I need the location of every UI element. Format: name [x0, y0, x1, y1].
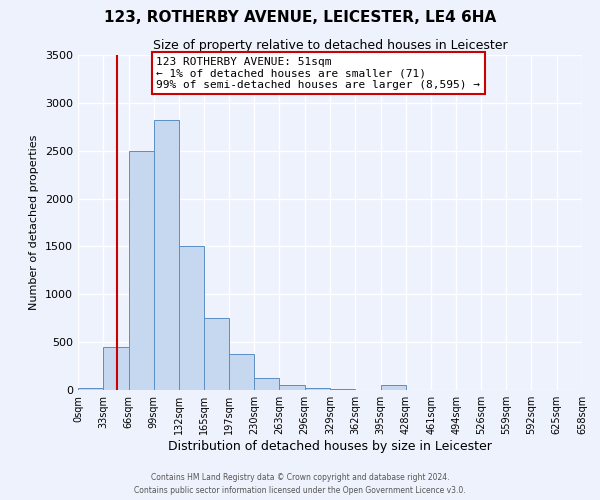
Bar [128, 150, 154, 390]
Bar [254, 378, 280, 390]
X-axis label: Distribution of detached houses by size in Leicester: Distribution of detached houses by size … [168, 440, 492, 453]
Title: Size of property relative to detached houses in Leicester: Size of property relative to detached ho… [152, 40, 508, 52]
Text: 123, ROTHERBY AVENUE, LEICESTER, LE4 6HA: 123, ROTHERBY AVENUE, LEICESTER, LE4 6HA [104, 10, 496, 25]
Bar [280, 384, 305, 390]
Bar [205, 318, 229, 390]
Bar [380, 384, 406, 390]
Bar [78, 388, 103, 390]
Bar [154, 120, 179, 390]
Bar [179, 246, 205, 390]
Y-axis label: Number of detached properties: Number of detached properties [29, 135, 40, 310]
Bar [103, 347, 128, 390]
Text: Contains HM Land Registry data © Crown copyright and database right 2024.
Contai: Contains HM Land Registry data © Crown c… [134, 474, 466, 495]
Bar [229, 354, 254, 390]
Bar [330, 389, 355, 390]
Bar [305, 388, 330, 390]
Text: 123 ROTHERBY AVENUE: 51sqm
← 1% of detached houses are smaller (71)
99% of semi-: 123 ROTHERBY AVENUE: 51sqm ← 1% of detac… [156, 56, 480, 90]
